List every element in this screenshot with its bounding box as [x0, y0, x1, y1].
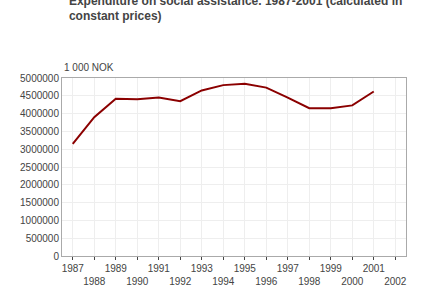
svg-text:1990: 1990 [126, 276, 149, 287]
svg-text:1988: 1988 [83, 276, 106, 287]
svg-text:1994: 1994 [212, 276, 235, 287]
svg-text:1987: 1987 [62, 263, 85, 274]
svg-text:1 000 NOK: 1 000 NOK [64, 62, 114, 73]
svg-text:1000000: 1000000 [20, 215, 59, 226]
svg-text:Expenditure on social assistan: Expenditure on social assistance. 1987-2… [69, 0, 402, 23]
svg-text:1996: 1996 [255, 276, 278, 287]
svg-text:1992: 1992 [169, 276, 192, 287]
svg-text:4500000: 4500000 [20, 90, 59, 101]
svg-text:1500000: 1500000 [20, 197, 59, 208]
svg-text:1991: 1991 [148, 263, 171, 274]
svg-text:1998: 1998 [298, 276, 321, 287]
svg-text:3000000: 3000000 [20, 144, 59, 155]
svg-text:500000: 500000 [26, 233, 60, 244]
svg-text:1995: 1995 [234, 263, 257, 274]
svg-text:1993: 1993 [191, 263, 214, 274]
svg-text:0: 0 [53, 251, 59, 262]
svg-text:1997: 1997 [277, 263, 300, 274]
svg-text:1989: 1989 [105, 263, 128, 274]
svg-text:2500000: 2500000 [20, 162, 59, 173]
svg-text:2002: 2002 [384, 276, 407, 287]
svg-text:2001: 2001 [363, 263, 386, 274]
svg-text:4000000: 4000000 [20, 108, 59, 119]
svg-text:5000000: 5000000 [20, 73, 59, 84]
svg-text:2000000: 2000000 [20, 179, 59, 190]
svg-text:3500000: 3500000 [20, 126, 59, 137]
svg-text:2000: 2000 [341, 276, 364, 287]
svg-text:1999: 1999 [320, 263, 343, 274]
